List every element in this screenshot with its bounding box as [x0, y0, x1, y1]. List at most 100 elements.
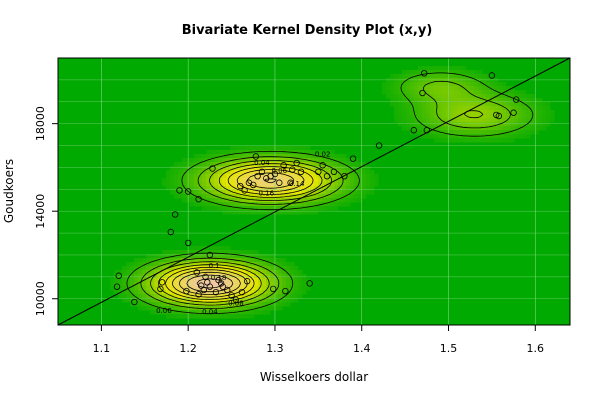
density-cell [262, 274, 267, 279]
density-cell [454, 118, 459, 123]
density-cell [350, 162, 355, 167]
density-cell [194, 314, 199, 319]
density-cell [254, 310, 259, 315]
density-cell [302, 202, 307, 207]
density-cell [214, 294, 219, 299]
density-cell [470, 138, 475, 143]
density-cell [458, 98, 463, 103]
density-cell [310, 170, 315, 175]
density-cell [190, 250, 195, 255]
density-cell [198, 270, 203, 275]
density-cell [274, 162, 279, 167]
density-cell [254, 154, 259, 159]
density-cell [174, 270, 179, 275]
density-cell [194, 182, 199, 187]
data-point [193, 269, 201, 276]
density-cell [266, 166, 271, 171]
density-cell [298, 150, 303, 155]
data-point [228, 292, 235, 299]
density-cell [250, 282, 255, 287]
density-cell [410, 110, 415, 115]
density-cell [542, 102, 547, 107]
density-cell [410, 86, 415, 91]
density-cell [258, 262, 263, 267]
density-cell [210, 178, 215, 183]
density-cell [250, 206, 255, 211]
density-cell [150, 298, 155, 303]
density-cell [182, 158, 187, 163]
density-cell [290, 206, 295, 211]
density-cell [330, 198, 335, 203]
density-cell [122, 298, 127, 303]
density-cell [398, 86, 403, 91]
density-cell [290, 182, 295, 187]
density-cell [246, 278, 251, 283]
density-cell [254, 186, 259, 191]
density-cell [442, 114, 447, 119]
density-cell [530, 98, 535, 103]
density-cell [182, 314, 187, 319]
density-cell [202, 278, 207, 283]
density-cell [422, 126, 427, 131]
density-cell [442, 134, 447, 139]
density-cell [194, 186, 199, 191]
density-cell [342, 158, 347, 163]
density-cell [254, 290, 259, 295]
density-cell [238, 182, 243, 187]
density-cell [306, 150, 311, 155]
density-cell [426, 118, 431, 123]
density-cell [250, 198, 255, 203]
density-cell [466, 118, 471, 123]
density-cell [526, 134, 531, 139]
density-cell [158, 290, 163, 295]
density-cell [430, 126, 435, 131]
density-cell [306, 182, 311, 187]
density-cell [410, 126, 415, 131]
density-cell [406, 70, 411, 75]
density-cell [166, 254, 171, 259]
density-cell [170, 266, 175, 271]
density-cell [214, 254, 219, 259]
density-cell [466, 114, 471, 119]
density-cell [298, 290, 303, 295]
density-cell [218, 250, 223, 255]
density-cell [242, 270, 247, 275]
density-cell [430, 118, 435, 123]
density-cell [546, 106, 551, 111]
density-cell [462, 70, 467, 75]
density-cell [430, 102, 435, 107]
density-cell [462, 82, 467, 87]
contour-labels: 0.020.040.060.140.160.10.180.080.06 0.04 [156, 150, 330, 316]
density-cell [230, 178, 235, 183]
density-cell [482, 94, 487, 99]
density-cell [194, 286, 199, 291]
density-cell [410, 98, 415, 103]
density-cell [214, 282, 219, 287]
density-cell [494, 122, 499, 127]
density-cell [450, 130, 455, 135]
density-cell [226, 282, 231, 287]
density-cell [390, 78, 395, 83]
density-cell [454, 98, 459, 103]
density-cell [238, 210, 243, 215]
density-cell [506, 138, 511, 143]
density-cell [490, 98, 495, 103]
density-cell [394, 78, 399, 83]
density-cell [434, 94, 439, 99]
density-cell [182, 278, 187, 283]
density-cell [198, 258, 203, 263]
density-cell [330, 206, 335, 211]
density-cell [438, 114, 443, 119]
density-cell [298, 210, 303, 215]
density-cell [262, 150, 267, 155]
density-cell [526, 130, 531, 135]
density-cell [506, 98, 511, 103]
density-cell [286, 270, 291, 275]
density-cell [510, 102, 515, 107]
density-cell [346, 174, 351, 179]
density-cell [318, 166, 323, 171]
density-cell [470, 94, 475, 99]
density-cell [222, 270, 227, 275]
density-cell [430, 82, 435, 87]
density-cell [266, 206, 271, 211]
